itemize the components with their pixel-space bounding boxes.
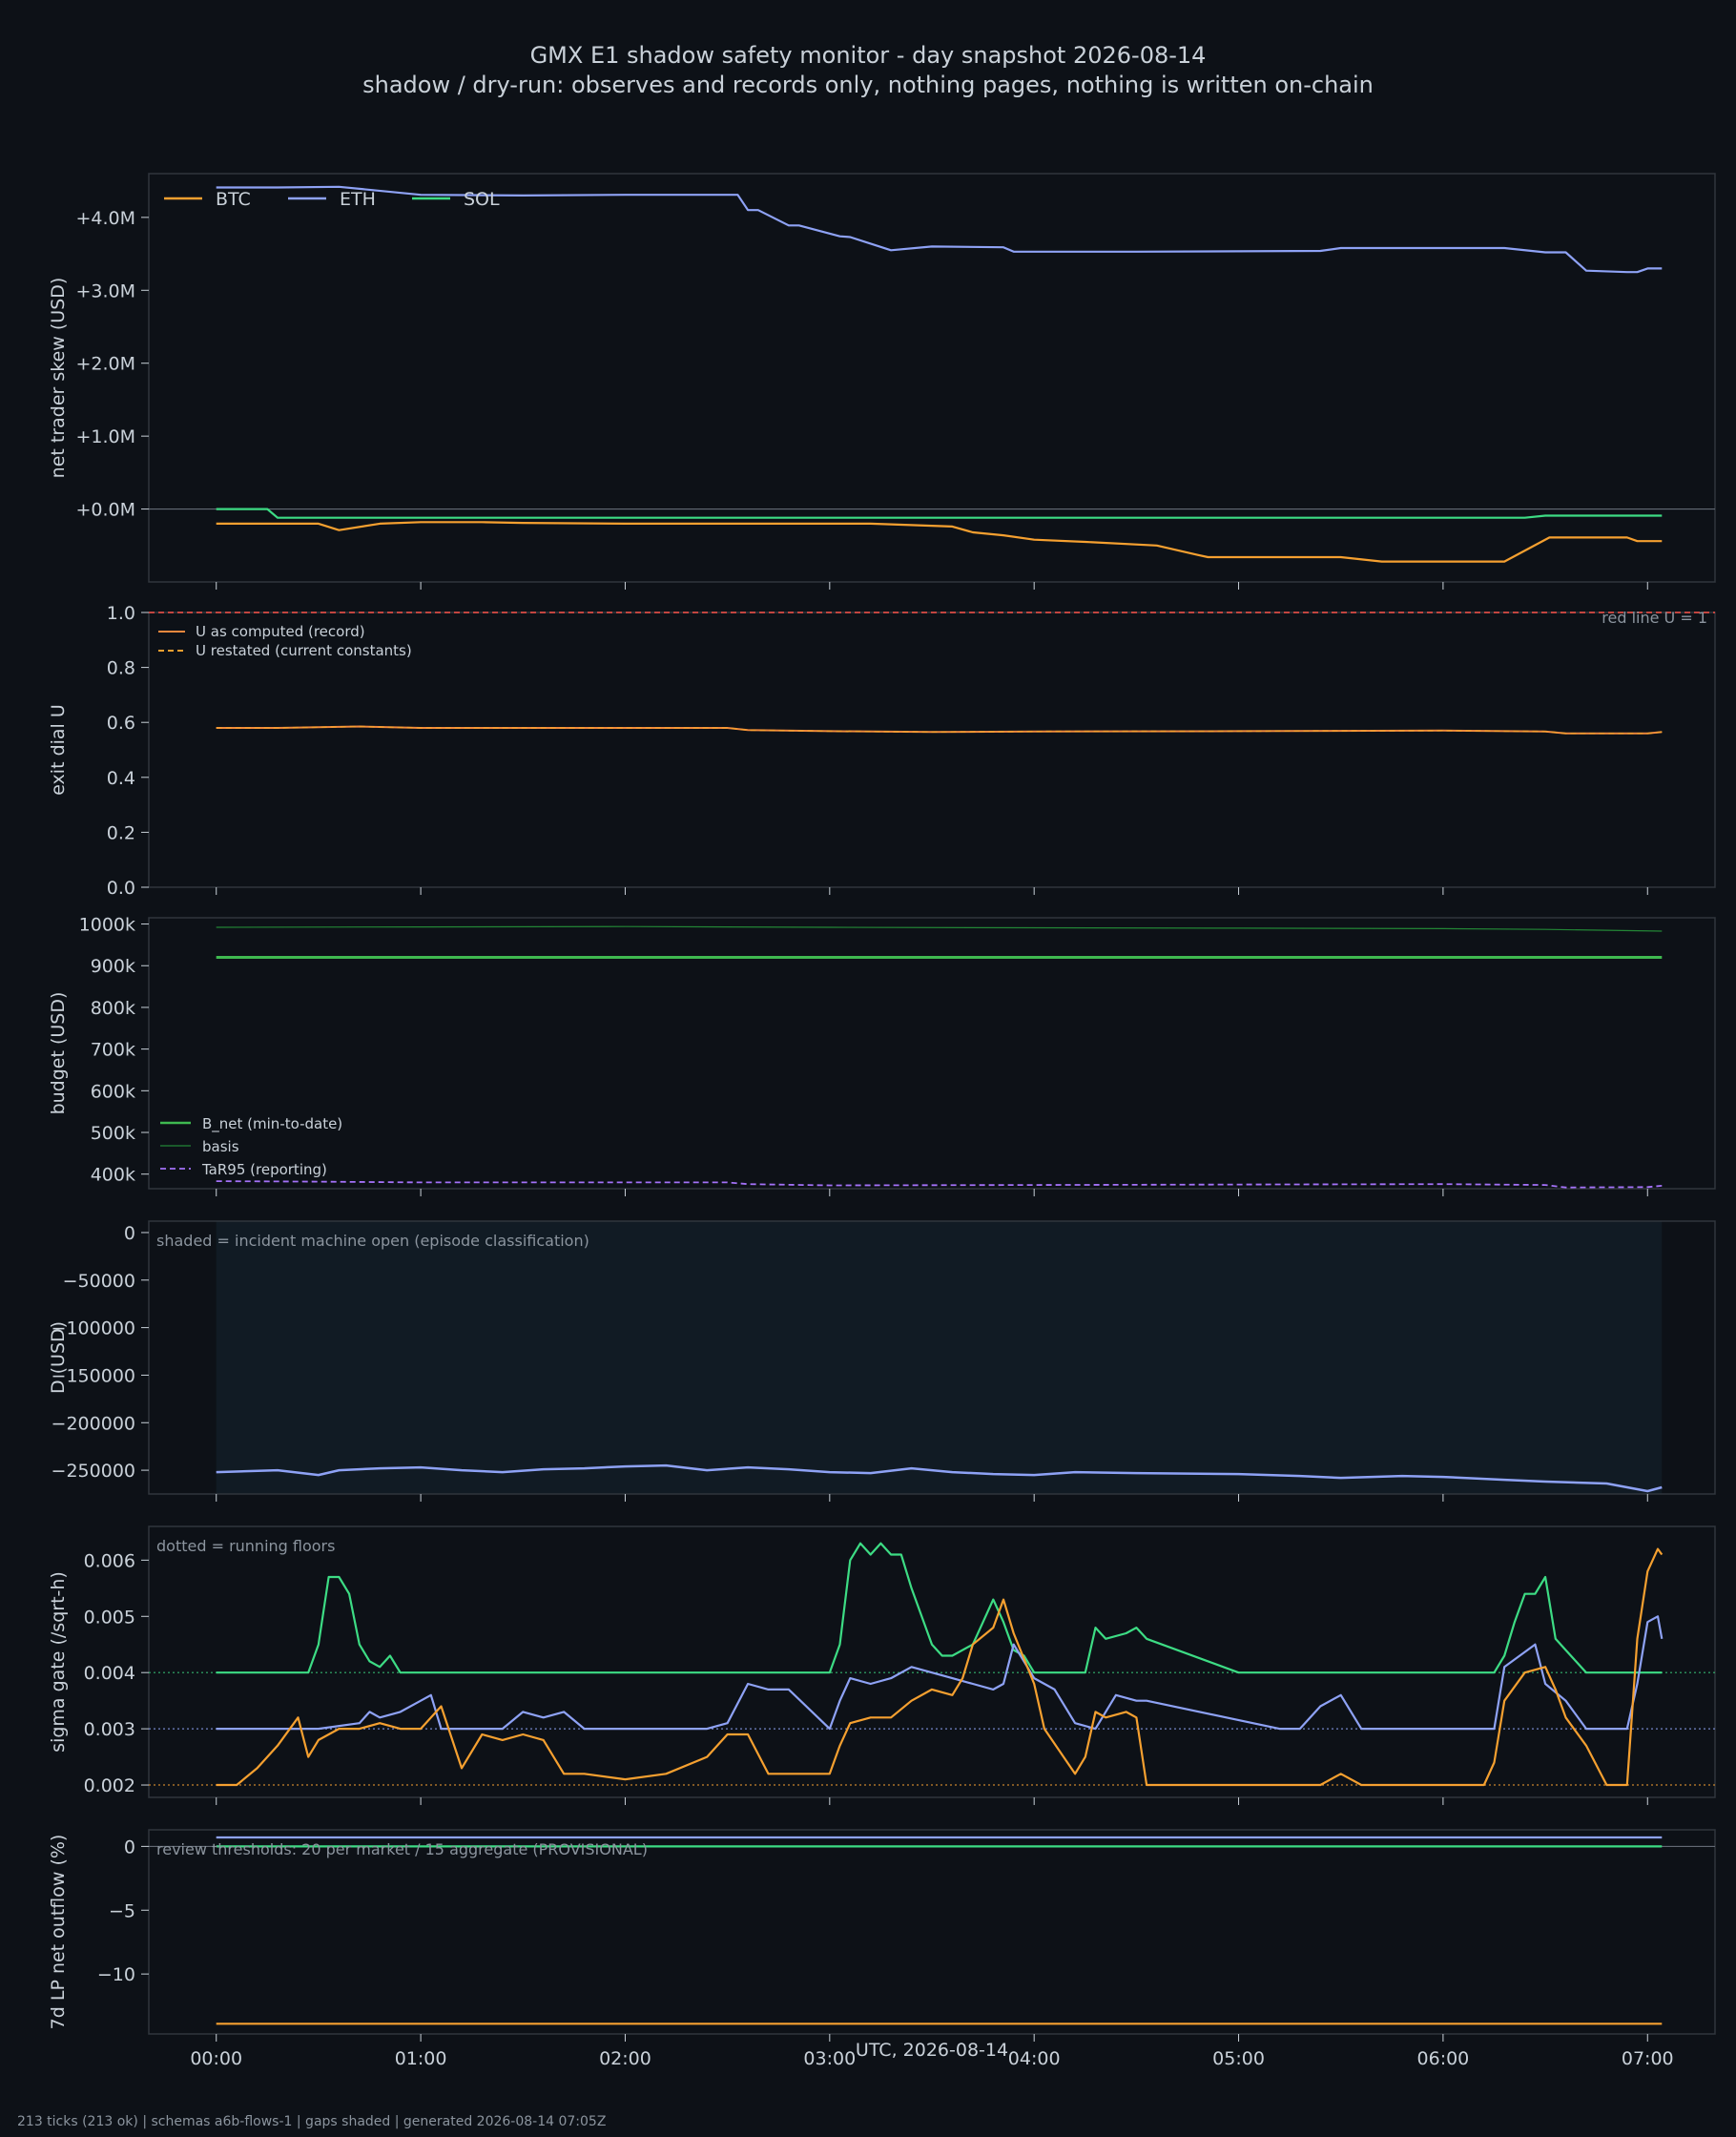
plot-frame <box>148 1829 1716 2035</box>
panel-2: 0.0 0.2 0.4 0.6 0.8 1.0 exit dial U red line U … <box>48 603 1716 899</box>
y-tick-label: +2.0M <box>75 354 135 375</box>
y-tick-label: 400k <box>91 1165 135 1186</box>
incident-shading <box>216 1221 1663 1494</box>
y-tick-label: −150000 <box>52 1365 135 1386</box>
series-line-eth <box>216 185 1663 274</box>
panel-5: 0.002 0.003 0.004 0.005 0.006 sigma gate (/sq… <box>48 1525 1716 1805</box>
x-tick-label: 02:00 <box>599 2048 651 2069</box>
panel-4: −250000 −200000 −150000 −100000 −50000 0 D (US… <box>48 1220 1716 1502</box>
series-line-basis <box>216 925 1663 932</box>
y-tick-label: −50000 <box>63 1271 135 1292</box>
y-axis-label: budget (USD) <box>48 992 69 1115</box>
panel-annotation: review thresholds: 20 per market / 15 ag… <box>156 1840 648 1858</box>
panel-1: +0.0M +1.0M +2.0M +3.0M +4.0M net trader skew… <box>48 173 1716 590</box>
plot-frame <box>148 173 1716 583</box>
y-tick-label: 800k <box>91 998 135 1019</box>
legend-label: BTC <box>216 189 251 210</box>
x-tick-label: 04:00 <box>1008 2048 1061 2069</box>
y-tick-label: +0.0M <box>75 500 135 521</box>
series-line-sol <box>216 508 1663 519</box>
panel-annotation: dotted = running floors <box>156 1537 335 1555</box>
y-tick-label: +3.0M <box>75 280 135 301</box>
x-tick-label: 01:00 <box>395 2048 447 2069</box>
x-axis-label: UTC, 2026-08-14 <box>856 2040 1008 2061</box>
y-tick-label: +1.0M <box>75 426 135 447</box>
y-tick-label: 0 <box>124 1836 135 1857</box>
panel-6: −10 −5 0 7d LP net outflow (%) review thresh… <box>48 1829 1716 2069</box>
y-tick-label: 0.002 <box>84 1775 135 1796</box>
series-group <box>216 1836 1663 2025</box>
y-tick-label: 1000k <box>79 915 135 936</box>
y-tick-label: +4.0M <box>75 208 135 229</box>
y-tick-label: −100000 <box>52 1318 135 1339</box>
legend-label: SOL <box>464 189 500 210</box>
y-tick-label: 900k <box>91 956 135 977</box>
y-tick-label: 0.4 <box>107 768 135 789</box>
y-tick-label: 500k <box>91 1123 135 1144</box>
y-axis-label: 7d LP net outflow (%) <box>48 1835 69 2030</box>
plot-frame <box>148 917 1716 1190</box>
legend-label: ETH <box>340 189 376 210</box>
y-tick-label: 0.8 <box>107 658 135 679</box>
footer-status: 213 ticks (213 ok) | schemas a6b-flows-1… <box>17 2114 606 2129</box>
legend-label: U as computed (record) <box>196 623 365 640</box>
series-group <box>216 725 1663 735</box>
series-line-eth <box>216 1615 1664 1731</box>
y-tick-label: 0.004 <box>84 1663 135 1684</box>
series-line-tar95-reporting- <box>216 1180 1663 1189</box>
chart-title: GMX E1 shadow safety monitor - day snaps… <box>530 42 1207 69</box>
series-group <box>216 925 1663 1189</box>
legend-label: basis <box>202 1138 239 1155</box>
y-tick-label: 0 <box>124 1223 135 1244</box>
series-line-btc <box>216 521 1663 563</box>
y-tick-label: 700k <box>91 1040 135 1061</box>
series-line-u-restated-current-constants- <box>216 725 1663 735</box>
series-line-sol <box>216 1542 1663 1674</box>
series-line-btc <box>216 1547 1664 1787</box>
x-tick-label: 00:00 <box>190 2048 242 2069</box>
y-tick-label: 0.005 <box>84 1607 135 1628</box>
chart-subtitle: shadow / dry-run: observes and records o… <box>362 72 1374 98</box>
panel-annotation: shaded = incident machine open (episode … <box>156 1232 589 1250</box>
y-axis-label: D (USD) <box>48 1321 69 1394</box>
y-axis-label: sigma gate (/sqrt-h) <box>48 1571 69 1753</box>
y-tick-label: −5 <box>109 1900 135 1921</box>
y-tick-label: 0.0 <box>107 878 135 899</box>
y-tick-label: 0.2 <box>107 822 135 843</box>
x-tick-label: 05:00 <box>1212 2048 1265 2069</box>
y-tick-label: −200000 <box>52 1413 135 1434</box>
y-tick-label: −10 <box>97 1964 135 1985</box>
y-tick-label: 0.006 <box>84 1550 135 1571</box>
y-tick-label: 600k <box>91 1081 135 1102</box>
series-group <box>216 1542 1664 1787</box>
y-tick-label: 0.003 <box>84 1719 135 1740</box>
series-group <box>216 185 1663 563</box>
series-group <box>216 1463 1663 1493</box>
legend-label: B_net (min-to-date) <box>202 1115 342 1133</box>
y-axis-label: exit dial U <box>48 704 69 796</box>
x-tick-label: 03:00 <box>803 2048 856 2069</box>
series-line-d <box>216 1463 1663 1493</box>
y-axis-label: net trader skew (USD) <box>48 278 69 479</box>
y-tick-label: −250000 <box>52 1461 135 1482</box>
x-tick-label: 07:00 <box>1622 2048 1674 2069</box>
plot-frame <box>148 1525 1716 1798</box>
legend-label: U restated (current constants) <box>196 642 412 659</box>
series-line-u-as-computed-record- <box>216 725 1663 735</box>
red-line-annotation: red line U = 1 <box>1602 609 1707 627</box>
legend-label: TaR95 (reporting) <box>201 1161 327 1178</box>
plot-frame <box>148 1220 1716 1495</box>
x-tick-label: 06:00 <box>1417 2048 1470 2069</box>
y-tick-label: 0.6 <box>107 713 135 734</box>
y-tick-label: 1.0 <box>107 603 135 624</box>
panel-3: 400k 500k 600k 700k 800k 900k 1000k budget (USD… <box>48 915 1716 1196</box>
